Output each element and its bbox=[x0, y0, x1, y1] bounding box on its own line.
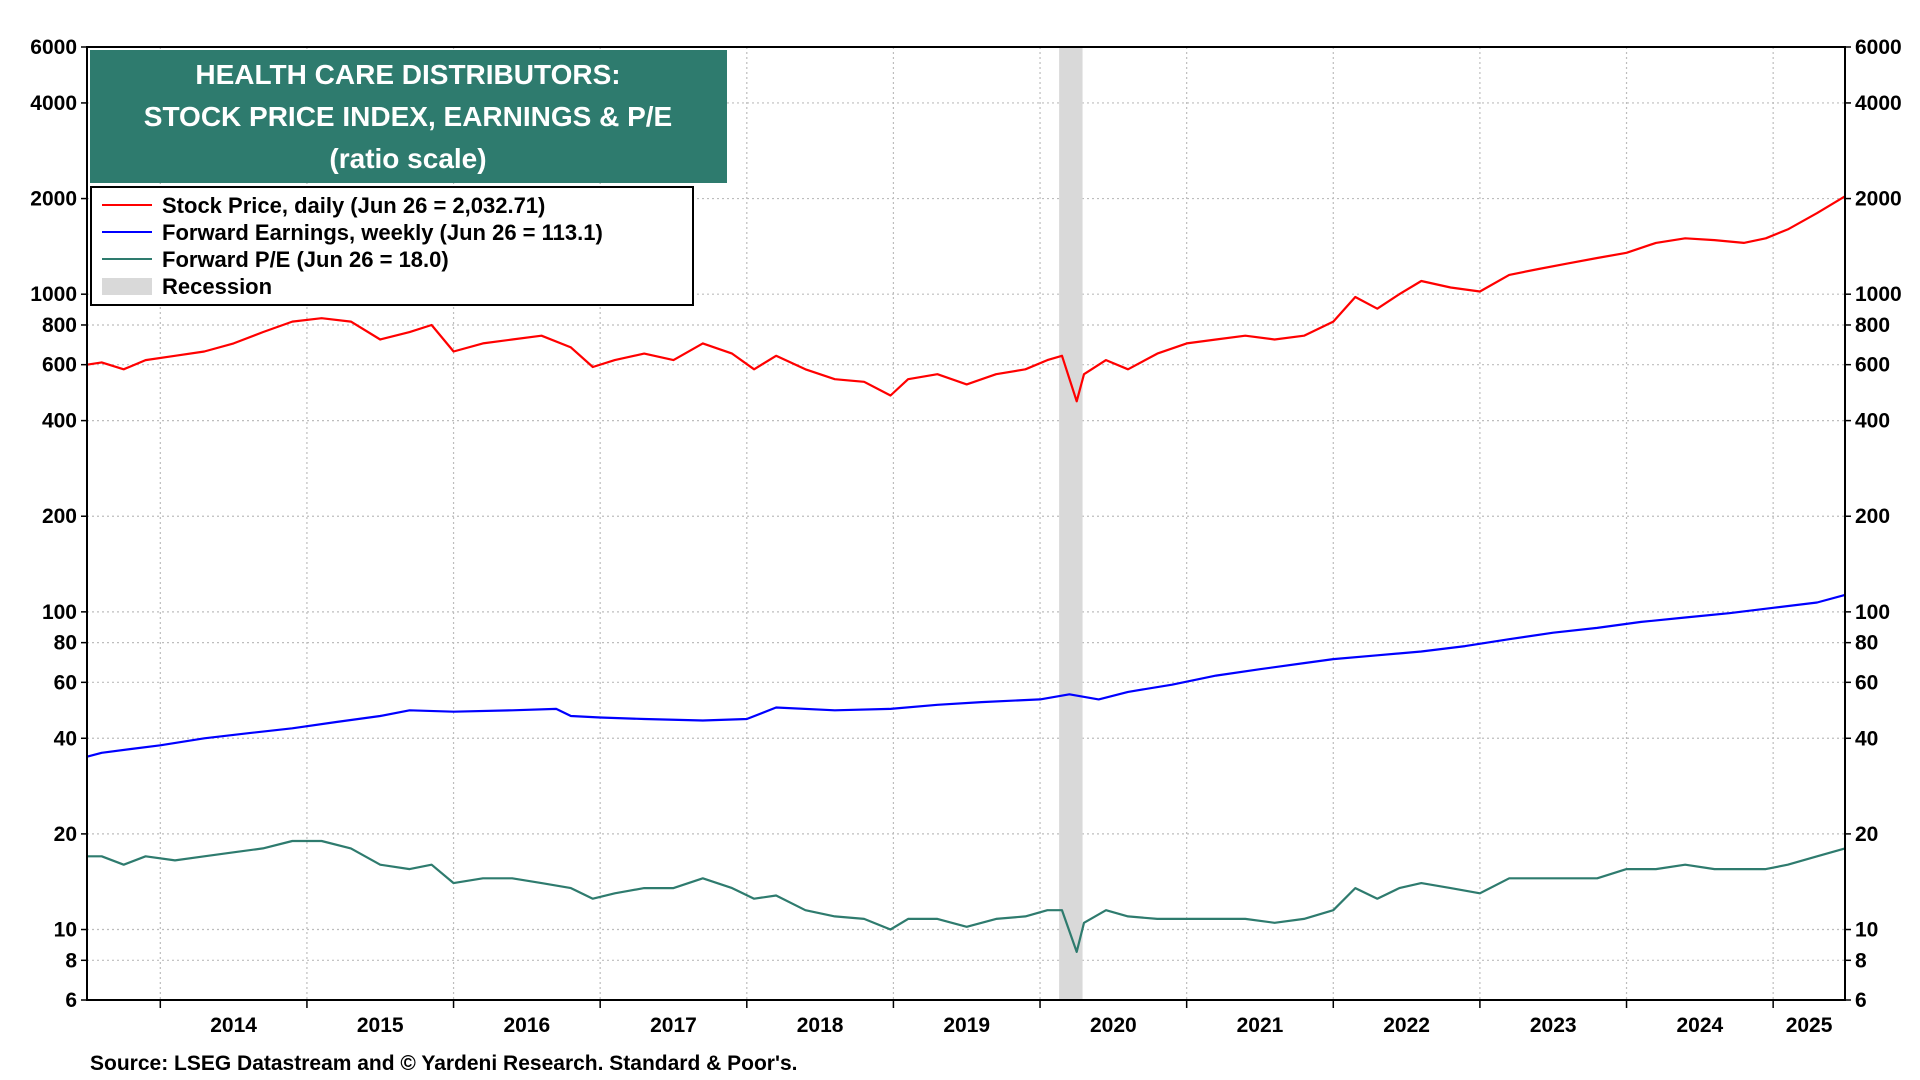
legend-label-recession: Recession bbox=[162, 274, 272, 299]
y-tick-label-right: 600 bbox=[1855, 354, 1890, 377]
gridlines bbox=[87, 47, 1845, 1000]
y-tick-label-right: 20 bbox=[1855, 823, 1878, 846]
y-tick-label-left: 8 bbox=[65, 949, 77, 972]
y-tick-label-left: 6 bbox=[65, 989, 77, 1012]
y-tick-label-left: 400 bbox=[42, 410, 77, 433]
y-tick-label-left: 1000 bbox=[30, 283, 77, 306]
y-tick-label-right: 1000 bbox=[1855, 283, 1902, 306]
y-tick-label-left: 200 bbox=[42, 505, 77, 528]
x-tick-label: 2025 bbox=[1786, 1014, 1833, 1037]
x-tick-label: 2014 bbox=[210, 1014, 257, 1037]
y-tick-label-right: 80 bbox=[1855, 632, 1878, 655]
chart-title-line-3: (ratio scale) bbox=[329, 143, 486, 174]
x-tick-label: 2021 bbox=[1237, 1014, 1284, 1037]
y-tick-label-left: 800 bbox=[42, 314, 77, 337]
y-tick-label-right: 6000 bbox=[1855, 36, 1902, 59]
legend-label-forward-pe: Forward P/E (Jun 26 = 18.0) bbox=[162, 247, 449, 272]
y-tick-label-left: 4000 bbox=[30, 92, 77, 115]
series-line-forward-pe bbox=[87, 839, 1846, 954]
x-tick-label: 2017 bbox=[650, 1014, 697, 1037]
y-tick-label-right: 4000 bbox=[1855, 92, 1902, 115]
y-tick-label-right: 800 bbox=[1855, 314, 1890, 337]
chart-title-line-2: STOCK PRICE INDEX, EARNINGS & P/E bbox=[144, 101, 672, 132]
y-tick-label-right: 6 bbox=[1855, 989, 1867, 1012]
x-tick-label: 2024 bbox=[1676, 1014, 1723, 1037]
x-tick-label: 2022 bbox=[1383, 1014, 1430, 1037]
y-tick-label-left: 10 bbox=[54, 919, 77, 942]
y-tick-label-left: 600 bbox=[42, 354, 77, 377]
y-tick-label-left: 80 bbox=[54, 632, 77, 655]
y-tick-label-right: 100 bbox=[1855, 601, 1890, 624]
x-tick-label: 2020 bbox=[1090, 1014, 1137, 1037]
series-line-stock-price bbox=[86, 195, 1846, 403]
x-tick-label: 2015 bbox=[357, 1014, 404, 1037]
series-lines bbox=[86, 195, 1846, 954]
x-tick-label: 2023 bbox=[1530, 1014, 1577, 1037]
x-tick-label: 2016 bbox=[504, 1014, 551, 1037]
y-tick-label-right: 40 bbox=[1855, 727, 1878, 750]
y-tick-label-right: 10 bbox=[1855, 919, 1878, 942]
y-tick-label-right: 60 bbox=[1855, 671, 1878, 694]
y-tick-label-left: 6000 bbox=[30, 36, 77, 59]
y-tick-label-left: 40 bbox=[54, 727, 77, 750]
y-tick-label-right: 8 bbox=[1855, 949, 1867, 972]
x-tick-label: 2019 bbox=[943, 1014, 990, 1037]
recession-band bbox=[1059, 47, 1083, 1000]
chart-title-line-1: HEALTH CARE DISTRIBUTORS: bbox=[195, 59, 620, 90]
y-tick-label-right: 2000 bbox=[1855, 188, 1902, 211]
plot-frame bbox=[86, 46, 1846, 1001]
y-tick-label-left: 100 bbox=[42, 601, 77, 624]
legend-label-forward-earnings: Forward Earnings, weekly (Jun 26 = 113.1… bbox=[162, 220, 603, 245]
chart-title-box: HEALTH CARE DISTRIBUTORS: STOCK PRICE IN… bbox=[90, 50, 727, 183]
source-note: Source: LSEG Datastream and © Yardeni Re… bbox=[90, 1052, 797, 1075]
x-tick-label: 2018 bbox=[797, 1014, 844, 1037]
legend-swatch-recession bbox=[102, 278, 152, 295]
y-tick-label-left: 2000 bbox=[30, 188, 77, 211]
legend-label-stock-price: Stock Price, daily (Jun 26 = 2,032.71) bbox=[162, 193, 545, 218]
y-tick-label-left: 20 bbox=[54, 823, 77, 846]
series-line-forward-earnings bbox=[86, 593, 1846, 758]
y-tick-label-right: 200 bbox=[1855, 505, 1890, 528]
y-tick-label-left: 60 bbox=[54, 671, 77, 694]
legend: Stock Price, daily (Jun 26 = 2,032.71) F… bbox=[90, 186, 694, 306]
y-tick-label-right: 400 bbox=[1855, 410, 1890, 433]
